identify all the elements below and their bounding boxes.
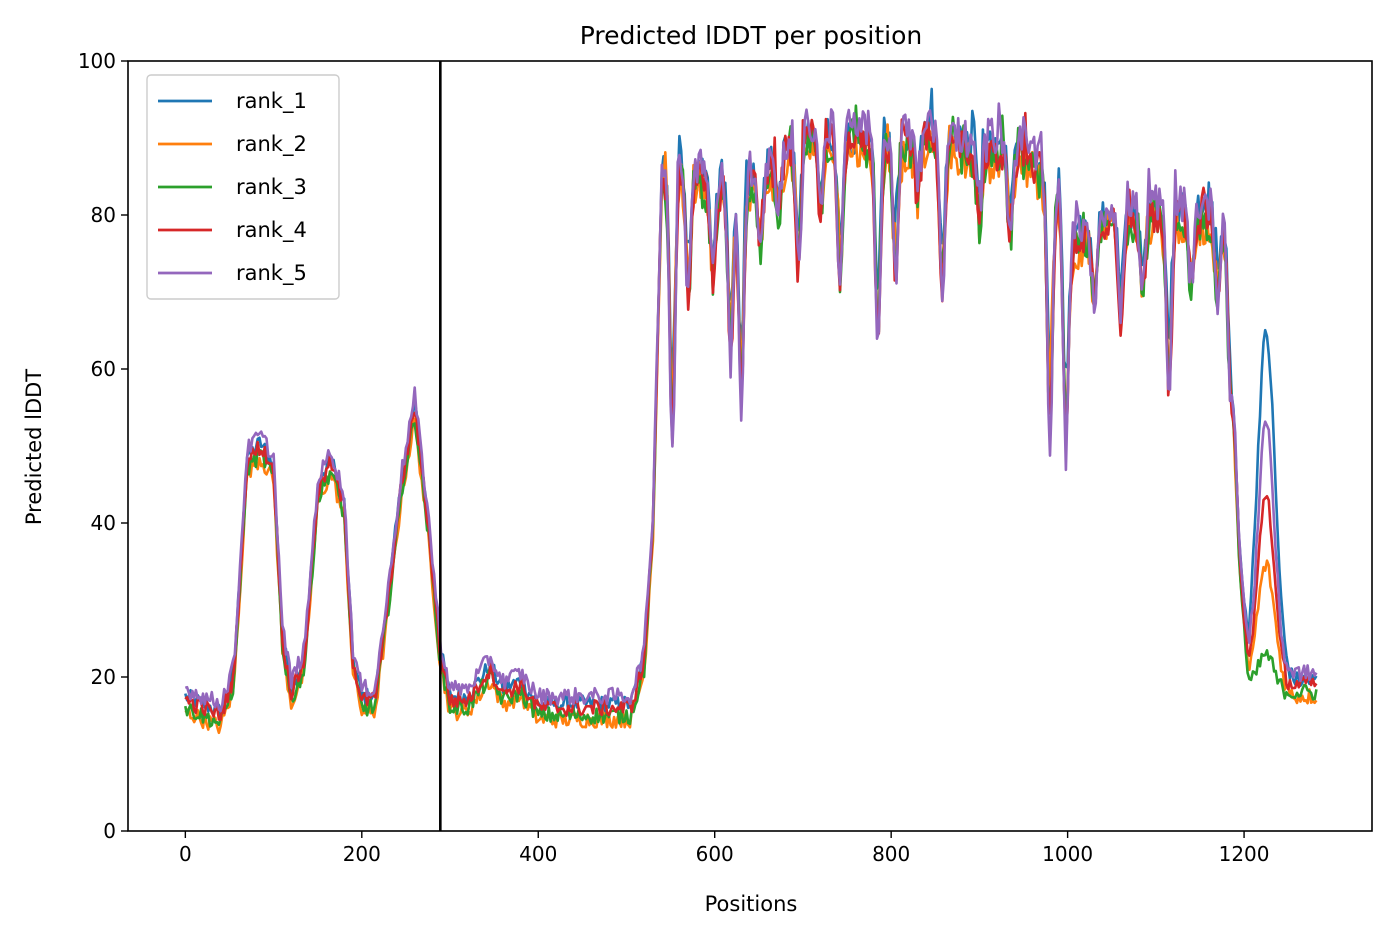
y-tick-label: 20: [91, 665, 116, 689]
y-tick-label: 0: [103, 819, 116, 843]
series-line-rank_3: [184, 104, 1318, 728]
x-tick-label: 200: [343, 842, 381, 866]
y-axis-label: Predicted lDDT: [22, 369, 46, 525]
plot-area: [184, 61, 1318, 831]
x-tick-label: 400: [519, 842, 557, 866]
x-tick-label: 0: [179, 842, 192, 866]
legend-entry-rank_4: rank_4: [236, 218, 307, 243]
x-tick-label: 1200: [1219, 842, 1270, 866]
x-tick-label: 600: [696, 842, 734, 866]
y-tick-label: 60: [91, 357, 116, 381]
axes: 0 200 400 600 800 1000 1200 0 20 40 60 80 100: [78, 49, 1373, 866]
y-tick-label: 80: [91, 203, 116, 227]
x-tick-label: 1000: [1042, 842, 1093, 866]
legend-entry-rank_1: rank_1: [236, 89, 307, 114]
legend-entry-rank_2: rank_2: [236, 132, 307, 157]
x-tick-label: 800: [872, 842, 910, 866]
y-tick-label: 40: [91, 511, 116, 535]
x-axis-label: Positions: [705, 892, 798, 916]
legend-box: [146, 74, 340, 300]
legend-entry-rank_5: rank_5: [236, 261, 307, 286]
legend-entry-rank_3: rank_3: [236, 175, 307, 200]
axes-frame: [127, 60, 1373, 832]
y-tick-label: 100: [78, 49, 116, 73]
legend: rank_1 rank_2 rank_3 rank_4 rank_5: [146, 74, 340, 300]
chart-title: Predicted lDDT per position: [580, 21, 922, 50]
series-line-rank_5: [184, 102, 1318, 713]
